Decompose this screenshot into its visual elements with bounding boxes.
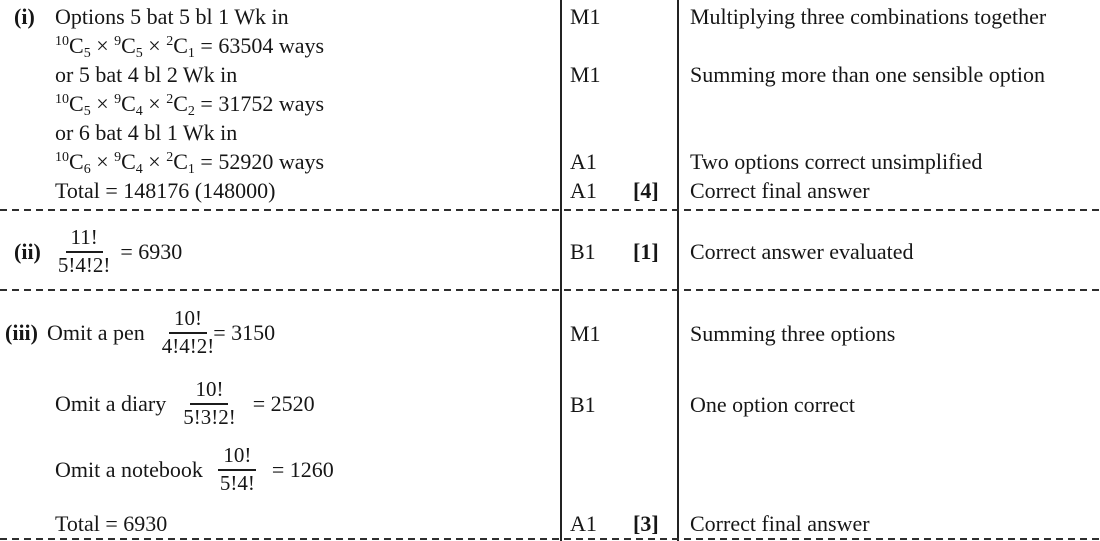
fraction-denominator: 5!3!2!	[183, 405, 236, 429]
fraction-numerator: 11!	[65, 226, 103, 253]
mark-comment: Correct final answer	[690, 178, 870, 203]
part-separator	[0, 538, 1100, 540]
part-iii-row: Omit a notebook 10! 5!4! = 1260	[55, 440, 334, 500]
part-label-iii: (iii)	[5, 320, 38, 345]
mark-cell: B1	[570, 390, 672, 419]
fraction-numerator: 10!	[190, 378, 229, 405]
fraction-result: = 1260	[271, 457, 334, 482]
mark-cell: A1	[570, 147, 672, 176]
working-line: Options 5 bat 5 bl 1 Wk in	[55, 4, 289, 29]
mark-total-badge: [3]	[633, 511, 659, 536]
mark-cell: M1	[570, 2, 672, 31]
working-line: Total = 6930	[55, 511, 168, 536]
mark-comment: Correct final answer	[690, 511, 870, 536]
mark-code: M1	[570, 62, 601, 87]
working-line: or 6 bat 4 bl 1 Wk in	[55, 120, 238, 145]
mark-cell: M1	[570, 319, 672, 348]
mark-code: M1	[570, 321, 601, 346]
fraction: 10! 5!4!	[216, 444, 259, 495]
working-line: Omit a diary	[55, 391, 167, 416]
fraction-denominator: 5!4!2!	[57, 253, 111, 277]
mark-comment: One option correct	[690, 392, 855, 417]
mark-code: A1	[570, 149, 597, 174]
fraction-denominator: 4!4!2!	[161, 334, 215, 358]
fraction-result: = 6930	[120, 239, 183, 264]
part-iii-row: (iii) Omit a pen 10! 4!4!2! = 3150	[5, 303, 275, 363]
mark-code: A1	[570, 178, 597, 203]
mark-code: A1	[570, 511, 597, 536]
working-line: or 5 bat 4 bl 2 Wk in	[55, 62, 238, 87]
working-line: Total = 148176 (148000)	[55, 178, 276, 203]
part-iii-row: Omit a diary 10! 5!3!2! = 2520	[55, 374, 315, 434]
fraction: 11! 5!4!2!	[54, 226, 114, 277]
mark-cell: M1	[570, 60, 672, 89]
column-divider-marks	[560, 0, 562, 541]
mark-cell: A1 [4]	[570, 176, 672, 205]
working-line: Omit a notebook	[55, 457, 203, 482]
mark-cell: B1 [1]	[570, 238, 672, 266]
mark-comment: Summing three options	[690, 321, 896, 346]
fraction-numerator: 10!	[218, 444, 257, 471]
fraction-result: = 3150	[213, 320, 276, 345]
mark-cell: A1 [3]	[570, 510, 672, 538]
mark-total-badge: [4]	[633, 178, 659, 203]
fraction-result: = 2520	[252, 391, 315, 416]
part-label-i: (i)	[14, 4, 35, 29]
fraction-denominator: 5!4!	[219, 471, 255, 495]
fraction: 10! 4!4!2!	[158, 307, 218, 358]
combination-expression: 10C5 × 9C5 × 2C1 = 63504 ways	[55, 33, 325, 61]
part-label-ii: (ii)	[14, 239, 41, 264]
working-line: Omit a pen	[47, 320, 145, 345]
part-separator	[0, 209, 1100, 211]
mark-code: M1	[570, 4, 601, 29]
part-i-working: Options 5 bat 5 bl 1 Wk in 10C5 × 9C5 × …	[55, 2, 324, 205]
fraction: 10! 5!3!2!	[179, 378, 239, 429]
mark-total-badge: [1]	[633, 239, 659, 264]
mark-comment: Multiplying three combinations together	[690, 4, 1047, 29]
mark-comment: Summing more than one sensible option	[690, 62, 1046, 87]
part-separator	[0, 289, 1100, 291]
mark-code: B1	[570, 392, 596, 417]
mark-comment: Correct answer evaluated	[690, 239, 914, 264]
mark-comment: Two options correct unsimplified	[690, 149, 983, 174]
column-divider-comments	[677, 0, 679, 541]
mark-code: B1	[570, 239, 596, 264]
fraction-numerator: 10!	[169, 307, 207, 334]
part-ii-working: (ii) 11! 5!4!2! = 6930	[14, 222, 182, 282]
combination-expression: 10C5 × 9C4 × 2C2 = 31752 ways	[55, 91, 325, 119]
combination-expression: 10C6 × 9C4 × 2C1 = 52920 ways	[55, 149, 325, 177]
